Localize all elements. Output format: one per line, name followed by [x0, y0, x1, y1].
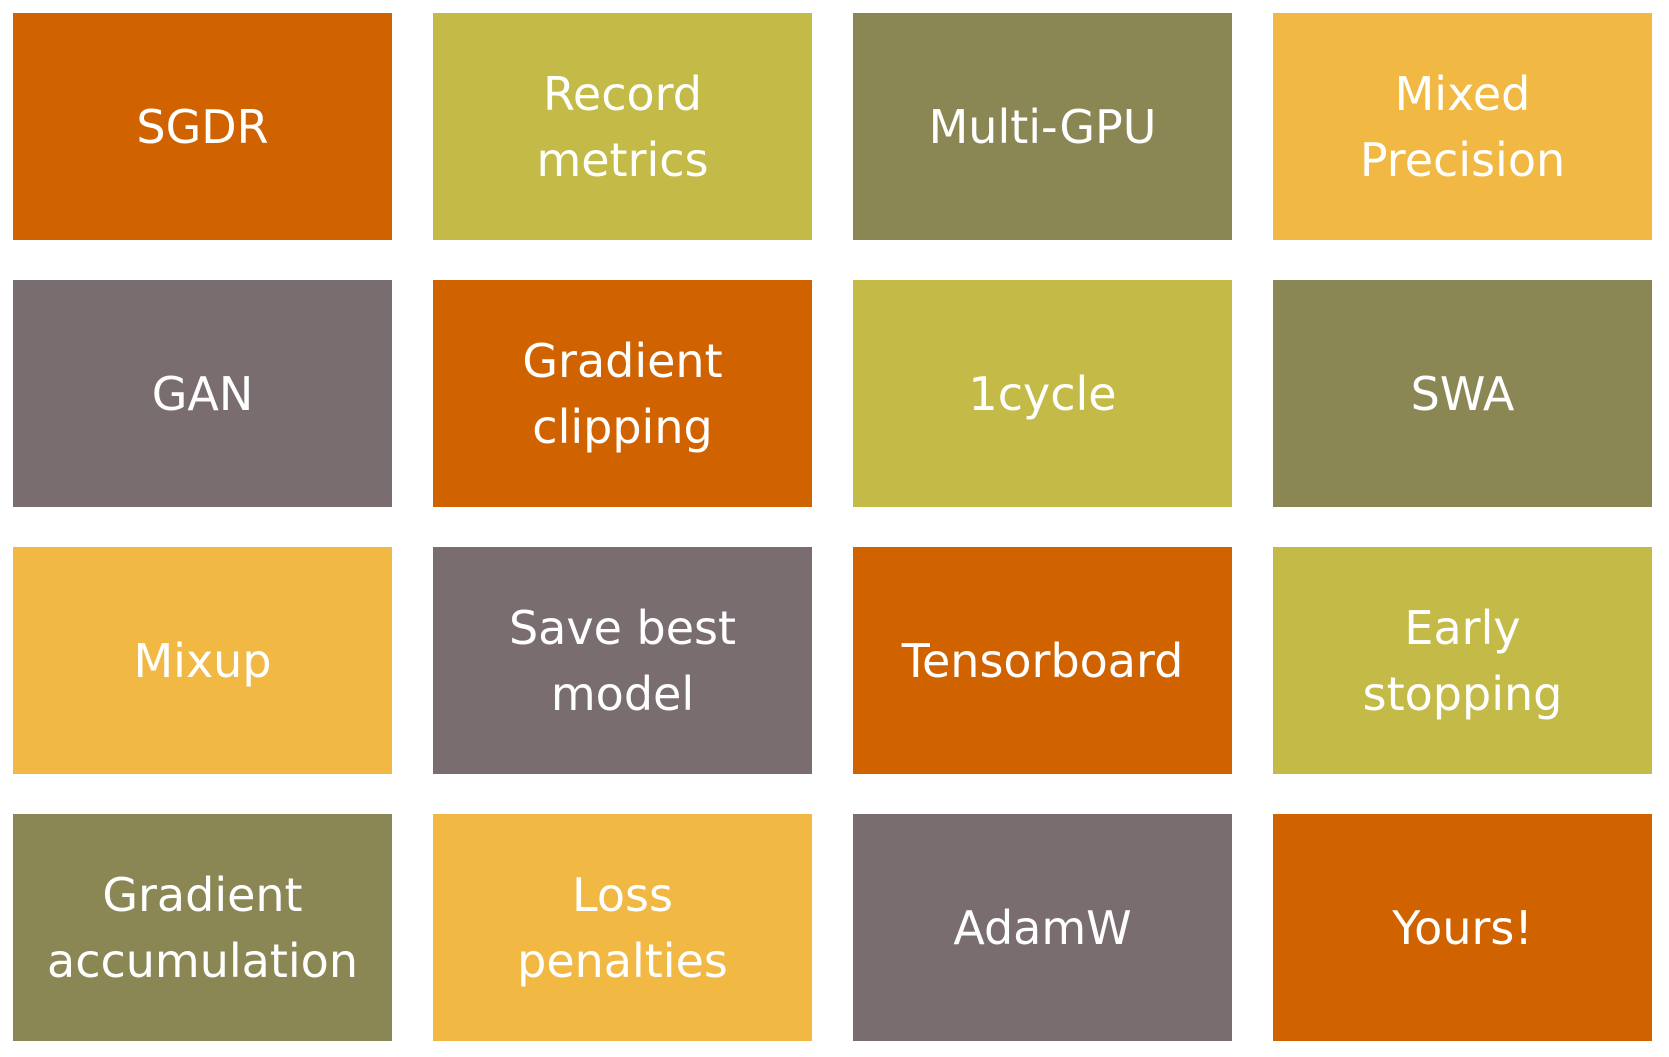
tile-mixup: Mixup [13, 547, 392, 774]
tile-yours: Yours! [1273, 814, 1652, 1041]
tile-tensorboard: Tensorboard [853, 547, 1232, 774]
tile-gradient-accumulation: Gradient accumulation [13, 814, 392, 1041]
tile-sgdr: SGDR [13, 13, 392, 240]
tile-1cycle: 1cycle [853, 280, 1232, 507]
tile-multi-gpu: Multi-GPU [853, 13, 1232, 240]
tile-record-metrics: Record metrics [433, 13, 812, 240]
tile-gradient-clipping: Gradient clipping [433, 280, 812, 507]
tile-grid: SGDR Record metrics Multi-GPU Mixed Precisi… [13, 13, 1652, 1041]
tile-adamw: AdamW [853, 814, 1232, 1041]
tile-swa: SWA [1273, 280, 1652, 507]
tile-save-best-model: Save best model [433, 547, 812, 774]
tile-early-stopping: Early stopping [1273, 547, 1652, 774]
tile-loss-penalties: Loss penalties [433, 814, 812, 1041]
tile-gan: GAN [13, 280, 392, 507]
tile-mixed-precision: Mixed Precision [1273, 13, 1652, 240]
